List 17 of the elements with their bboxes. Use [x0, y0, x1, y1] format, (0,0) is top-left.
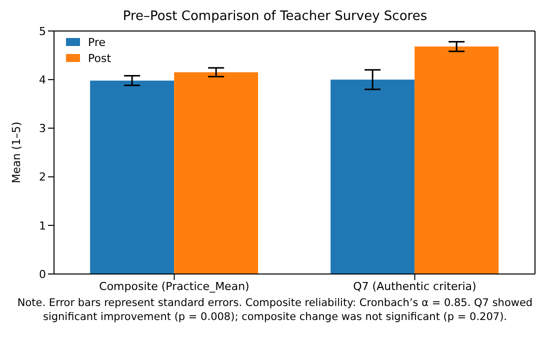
- legend-label: Pre: [88, 36, 106, 48]
- text: Note. Error bars represent standard errors. Composite reliability: Cronbach’s α = 0.85. Q7 showed significant improvement (p = 0.008); composite change was not significant (p = 0.207).: [16, 296, 534, 324]
- bar: [90, 80, 174, 274]
- legend-label: Post: [88, 52, 112, 64]
- x-tick-label: Composite (Practice_Mean): [99, 280, 250, 293]
- x-tick-label: Q7 (Authentic criteria): [353, 280, 476, 293]
- y-axis-title: Mean (1–5): [10, 122, 23, 184]
- y-tick-label: 4: [39, 74, 46, 87]
- bar: [330, 80, 415, 274]
- bar: [414, 46, 499, 274]
- chart-title: Pre–Post Comparison of Teacher Survey Scores: [122, 8, 428, 26]
- y-tick-label: 5: [39, 24, 46, 38]
- y-tick-label: 1: [39, 219, 46, 232]
- y-tick-label: 3: [39, 122, 46, 136]
- y-tick-label: 0: [39, 268, 46, 281]
- y-tick-label: 2: [39, 170, 46, 184]
- bar: [174, 72, 258, 274]
